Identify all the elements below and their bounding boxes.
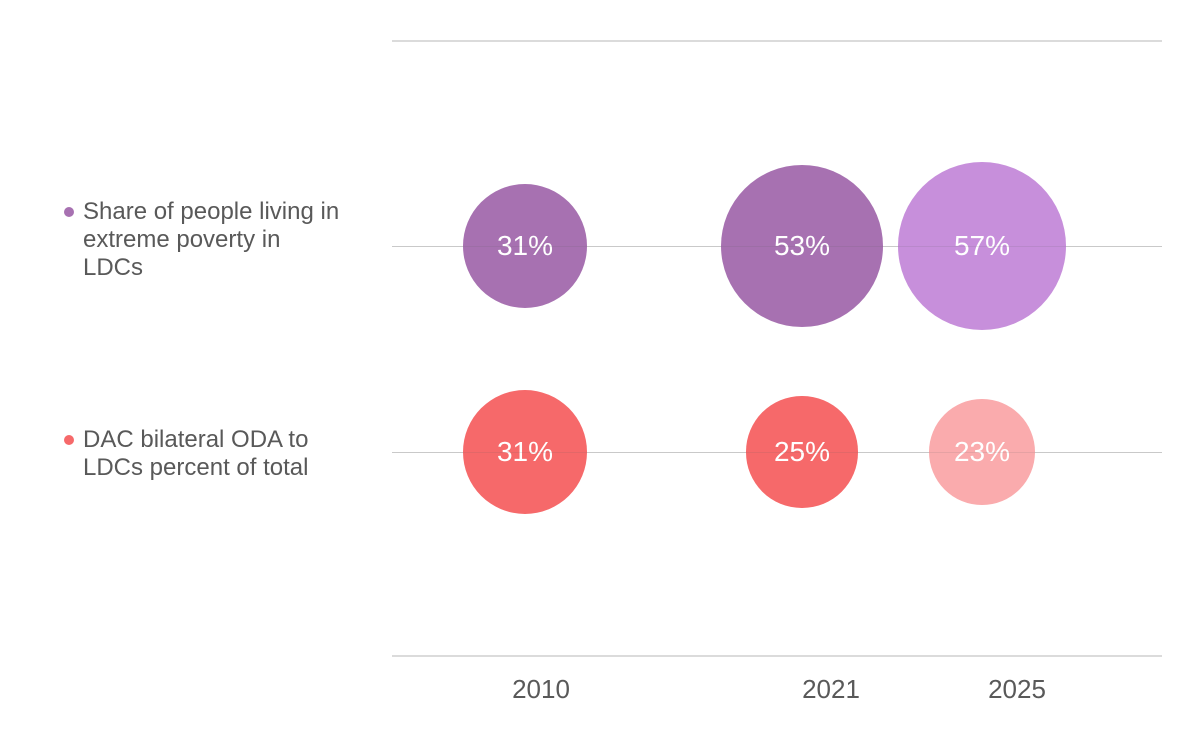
x-axis-label-2010: 2010 <box>512 674 570 704</box>
legend-item-poverty: Share of people living in extreme povert… <box>64 198 364 282</box>
legend-bullet-poverty <box>64 207 74 217</box>
legend-label-oda: DAC bilateral ODA to LDCs percent of tot… <box>83 426 309 481</box>
bubble-poverty-2021: 53% <box>720 164 884 328</box>
gridline-row-1-overlay <box>392 246 1162 247</box>
legend-item-oda: DAC bilateral ODA to LDCs percent of tot… <box>64 426 364 482</box>
legend-bullet-oda <box>64 435 74 445</box>
bubble-poverty-2025: 57% <box>897 161 1067 331</box>
legend-label-poverty: Share of people living in extreme povert… <box>83 198 340 281</box>
x-axis-label-2021: 2021 <box>802 674 860 704</box>
gridline-top <box>392 40 1162 42</box>
x-axis-label-2025: 2025 <box>988 674 1046 704</box>
bubble-poverty-2010: 31% <box>463 184 587 308</box>
bubble-oda-2025: 23% <box>928 398 1036 506</box>
bubble-oda-2021: 25% <box>746 396 858 508</box>
gridline-row-2-overlay <box>392 452 1162 453</box>
bubble-oda-2010: 31% <box>463 390 587 514</box>
gridline-bottom <box>392 655 1162 657</box>
